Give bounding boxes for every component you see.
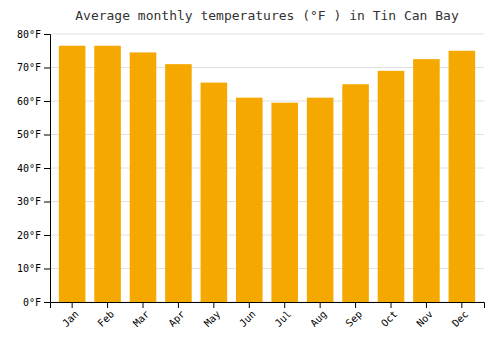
title: Average monthly temperatures (°F ) in Ti… xyxy=(75,8,459,23)
x-tick: Jul xyxy=(273,302,294,329)
y-tick-mark xyxy=(44,135,50,136)
x-tick: Dec xyxy=(450,302,471,329)
x-tick: Aug xyxy=(308,302,329,329)
x-tick: Apr xyxy=(166,302,187,329)
y-axis-line xyxy=(44,35,51,303)
bar xyxy=(130,52,157,302)
x-axis-line xyxy=(51,303,485,309)
x-tick-label: May xyxy=(202,308,223,329)
x-tick-mark xyxy=(107,302,108,308)
bar xyxy=(307,98,334,302)
y-tick-label: 70°F xyxy=(17,62,41,73)
y-tick: 40°F xyxy=(17,163,50,174)
y-tick-label: 50°F xyxy=(17,129,41,140)
x-tick-label: Oct xyxy=(379,308,400,329)
x-tick-label: Jun xyxy=(237,308,258,329)
bar xyxy=(413,59,440,302)
bar xyxy=(342,84,369,302)
y-tick: 70°F xyxy=(17,62,50,73)
grid-line xyxy=(50,34,484,35)
x-tick-label: Jan xyxy=(60,308,81,329)
x-tick: May xyxy=(202,302,223,329)
y-tick-label: 60°F xyxy=(17,96,41,107)
x-tick-label: Apr xyxy=(166,308,187,329)
y-tick-mark xyxy=(44,34,50,35)
x-tick-mark xyxy=(143,302,144,308)
x-tick: Jan xyxy=(60,302,81,329)
x-tick-label: Aug xyxy=(308,308,329,329)
x-tick-mark xyxy=(178,302,179,308)
bar xyxy=(201,83,228,302)
x-tick: Oct xyxy=(379,302,400,329)
plot: 0°F 10°F 20°F 30°F 40°F 50°F 60°F 70°F 80°F Jan Fe… xyxy=(17,29,485,329)
grid xyxy=(50,34,484,302)
x-axis: Jan Feb Mar Apr May Jun Jul Aug Sep Oct Nov Dec xyxy=(51,302,485,329)
x-tick-mark xyxy=(355,302,356,308)
y-tick-label: 30°F xyxy=(17,196,41,207)
bar xyxy=(236,98,263,302)
y-tick-mark xyxy=(44,168,50,169)
x-tick-mark xyxy=(72,302,73,308)
y-tick-label: 80°F xyxy=(17,29,41,40)
y-tick-mark xyxy=(44,302,50,303)
bar xyxy=(449,51,476,302)
y-tick: 30°F xyxy=(17,196,50,207)
x-tick-label: Mar xyxy=(131,308,152,329)
x-tick-mark xyxy=(391,302,392,308)
y-tick: 50°F xyxy=(17,129,50,140)
y-tick: 80°F xyxy=(17,29,50,40)
y-tick-mark xyxy=(44,235,50,236)
y-tick-label: 20°F xyxy=(17,230,41,241)
y-tick: 60°F xyxy=(17,96,50,107)
y-tick-mark xyxy=(44,202,50,203)
x-tick-label: Jul xyxy=(273,308,294,329)
x-tick-mark xyxy=(213,302,214,308)
y-tick-mark xyxy=(44,269,50,270)
bar xyxy=(94,46,121,302)
bar xyxy=(271,103,298,302)
x-tick-label: Dec xyxy=(450,308,471,329)
y-tick: 10°F xyxy=(17,263,50,274)
bar xyxy=(378,71,405,302)
x-tick-mark xyxy=(426,302,427,308)
x-tick: Feb xyxy=(96,302,117,329)
x-tick: Nov xyxy=(414,302,435,329)
x-tick-mark xyxy=(249,302,250,308)
x-tick-label: Feb xyxy=(96,308,117,329)
y-tick: 20°F xyxy=(17,230,50,241)
y-tick: 0°F xyxy=(23,297,50,308)
y-tick-label: 40°F xyxy=(17,163,41,174)
x-tick: Sep xyxy=(344,302,365,329)
bar xyxy=(165,64,192,302)
x-tick-label: Nov xyxy=(414,308,435,329)
y-axis: 0°F 10°F 20°F 30°F 40°F 50°F 60°F 70°F 80°F xyxy=(17,29,51,308)
x-tick-label: Sep xyxy=(344,308,365,329)
x-tick: Mar xyxy=(131,302,152,329)
x-tick-mark xyxy=(320,302,321,308)
y-tick-label: 10°F xyxy=(17,263,41,274)
y-tick-label: 0°F xyxy=(23,297,41,308)
x-tick-mark xyxy=(284,302,285,308)
y-tick-mark xyxy=(44,101,50,102)
x-tick-mark xyxy=(461,302,462,308)
x-tick: Jun xyxy=(237,302,258,329)
bar xyxy=(59,46,86,302)
chart: 0°F 10°F 20°F 30°F 40°F 50°F 60°F 70°F 80°F Jan Fe… xyxy=(0,0,500,350)
bars xyxy=(59,46,475,302)
y-tick-mark xyxy=(44,68,50,69)
